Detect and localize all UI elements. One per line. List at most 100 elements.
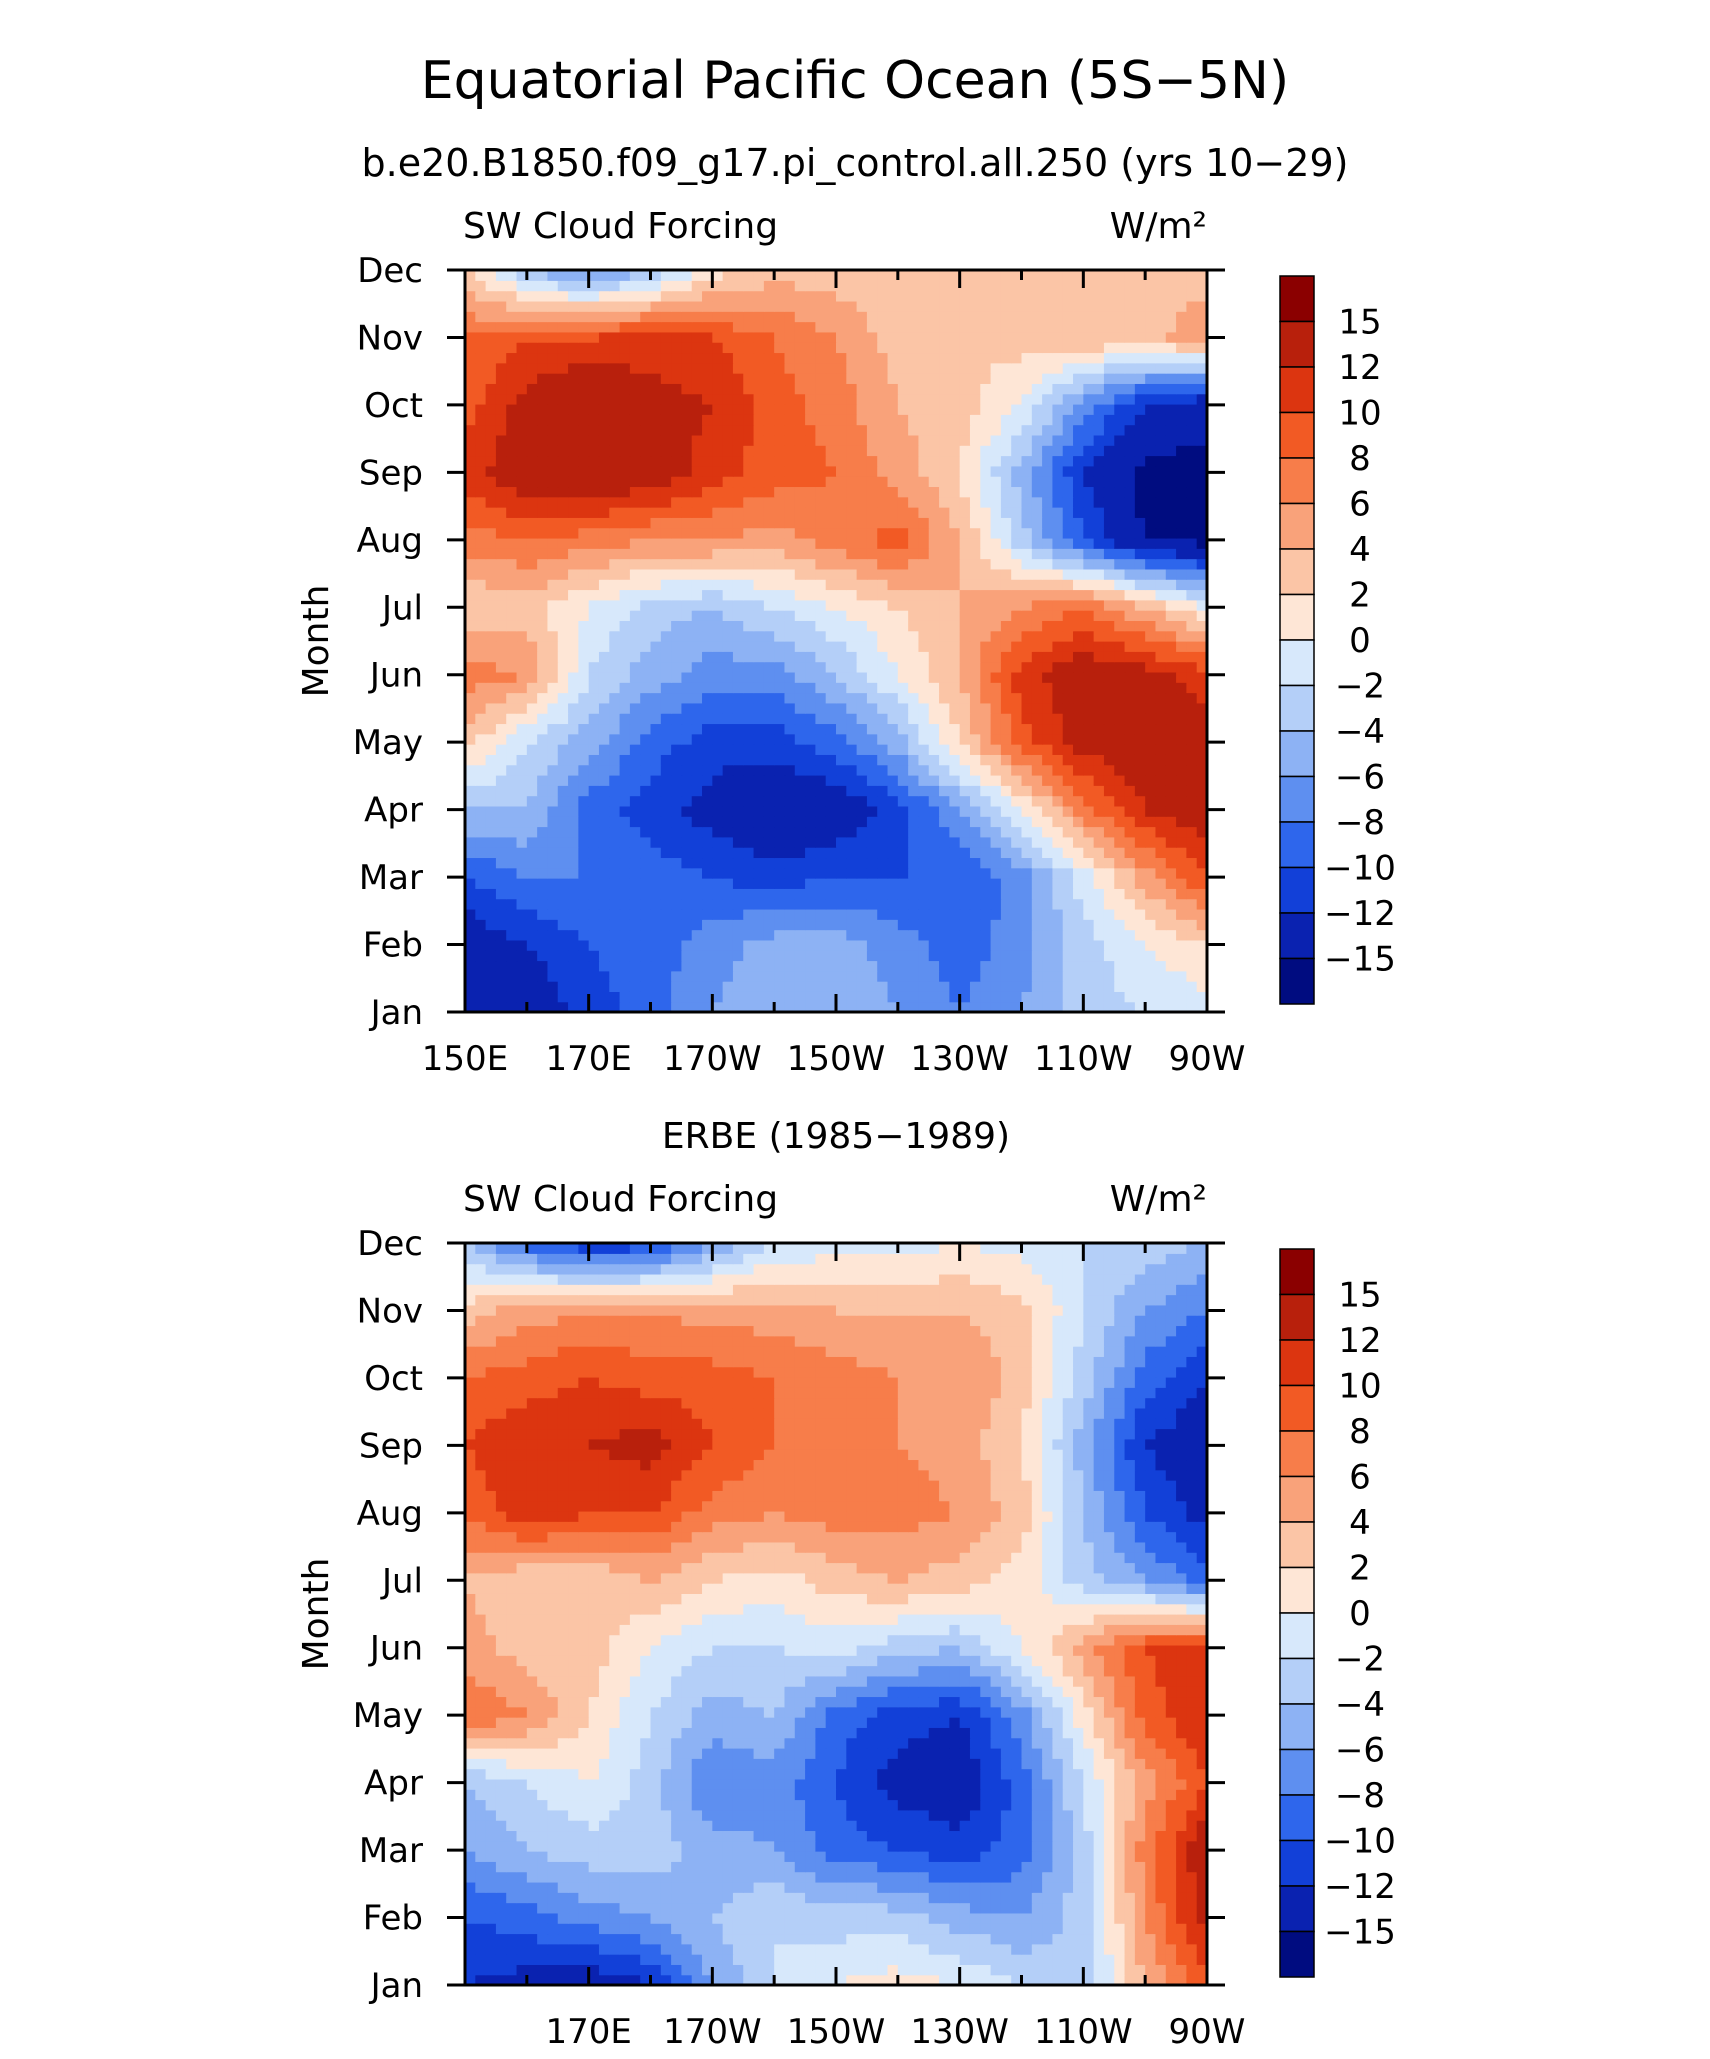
heat-cell bbox=[588, 847, 600, 859]
heat-cell bbox=[702, 331, 713, 343]
heat-cell bbox=[465, 527, 476, 539]
heat-cell bbox=[526, 342, 538, 354]
heat-cell bbox=[691, 579, 703, 591]
heat-cell bbox=[763, 836, 775, 848]
heat-cell bbox=[1042, 537, 1054, 549]
heat-cell bbox=[743, 548, 755, 560]
heat-cell bbox=[547, 733, 559, 745]
heat-cell bbox=[1000, 373, 1012, 384]
heat-cell bbox=[753, 898, 765, 910]
heat-cell bbox=[660, 692, 672, 704]
heat-cell bbox=[578, 950, 590, 962]
heat-cell bbox=[691, 764, 703, 776]
heat-cell bbox=[877, 929, 889, 941]
heat-cell bbox=[681, 486, 693, 498]
heat-cell bbox=[949, 445, 961, 457]
heat-cell bbox=[763, 702, 775, 714]
heat-cell bbox=[1103, 919, 1115, 931]
heat-cell bbox=[712, 898, 724, 910]
heat-cell bbox=[805, 754, 816, 766]
heat-cell bbox=[949, 476, 961, 488]
heat-cell bbox=[753, 465, 765, 477]
heat-cell bbox=[856, 548, 868, 560]
heat-cell bbox=[619, 599, 631, 611]
heat-cell bbox=[794, 599, 806, 611]
heat-cell bbox=[671, 857, 683, 869]
heat-cell bbox=[908, 424, 920, 436]
heat-cell bbox=[1062, 311, 1074, 323]
heat-cell bbox=[887, 836, 899, 848]
heat-cell bbox=[732, 383, 744, 395]
heat-cell bbox=[753, 826, 765, 838]
heat-cell bbox=[516, 548, 528, 560]
heat-cell bbox=[836, 548, 847, 560]
heat-cell bbox=[537, 342, 549, 354]
heat-cell bbox=[897, 981, 909, 992]
heat-cell bbox=[1042, 878, 1054, 889]
heat-cell bbox=[660, 867, 672, 879]
heat-cell bbox=[866, 919, 878, 931]
heat-cell bbox=[629, 517, 641, 529]
heat-cell bbox=[836, 671, 847, 683]
heat-cell bbox=[475, 754, 487, 766]
heat-cell bbox=[650, 960, 662, 972]
heat-cell bbox=[1042, 610, 1054, 621]
heat-cell bbox=[1165, 610, 1177, 621]
heat-cell bbox=[980, 568, 992, 580]
heat-cell bbox=[702, 610, 713, 621]
heat-cell bbox=[805, 733, 816, 745]
heat-cell bbox=[1093, 692, 1105, 704]
heat-cell bbox=[959, 857, 971, 869]
heat-cell bbox=[1114, 434, 1126, 446]
heat-cell bbox=[774, 857, 786, 869]
heat-cell bbox=[774, 424, 786, 436]
heat-cell bbox=[805, 445, 816, 457]
heat-cell bbox=[969, 970, 981, 982]
heat-cell bbox=[640, 599, 652, 611]
heat-cell bbox=[949, 424, 961, 436]
heat-cell bbox=[619, 434, 631, 446]
heat-cell bbox=[475, 373, 487, 384]
heat-cell bbox=[1165, 393, 1177, 405]
heat-cell bbox=[1114, 939, 1126, 951]
heat-cell bbox=[578, 548, 590, 560]
heat-cell bbox=[784, 393, 796, 405]
heat-cell bbox=[650, 393, 662, 405]
heat-cell bbox=[598, 1001, 610, 1012]
heat-cell bbox=[743, 641, 755, 652]
heat-cell bbox=[753, 723, 765, 735]
heat-cell bbox=[866, 816, 878, 828]
heat-cell bbox=[640, 981, 652, 992]
heat-cell bbox=[578, 579, 590, 591]
heat-cell bbox=[1021, 445, 1033, 457]
heat-cell bbox=[784, 702, 796, 714]
heat-cell bbox=[640, 929, 652, 941]
heat-cell bbox=[897, 908, 909, 920]
heat-cell bbox=[794, 434, 806, 446]
heat-cell bbox=[691, 878, 703, 889]
heat-cell bbox=[939, 744, 950, 755]
heat-cell bbox=[1145, 950, 1157, 962]
heat-cell bbox=[640, 774, 652, 786]
heat-cell bbox=[1052, 362, 1064, 374]
heat-cell bbox=[743, 393, 755, 405]
heat-cell bbox=[815, 527, 827, 539]
heat-cell bbox=[897, 744, 909, 755]
heat-cell bbox=[712, 702, 724, 714]
heat-cell bbox=[475, 826, 487, 838]
heat-cell bbox=[774, 1001, 786, 1012]
heat-cell bbox=[763, 908, 775, 920]
heat-cell bbox=[495, 754, 507, 766]
heat-cell bbox=[1103, 414, 1115, 426]
heat-cell bbox=[743, 445, 755, 457]
heat-cell bbox=[908, 816, 920, 828]
heat-cell bbox=[537, 857, 549, 869]
heat-cell bbox=[1124, 548, 1136, 560]
heat-cell bbox=[897, 641, 909, 652]
heat-cell bbox=[815, 507, 827, 518]
heat-cell bbox=[887, 692, 899, 704]
heat-cell bbox=[712, 857, 724, 869]
heat-cell bbox=[1021, 981, 1033, 992]
heat-cell bbox=[609, 362, 621, 374]
heat-cell bbox=[1093, 486, 1105, 498]
